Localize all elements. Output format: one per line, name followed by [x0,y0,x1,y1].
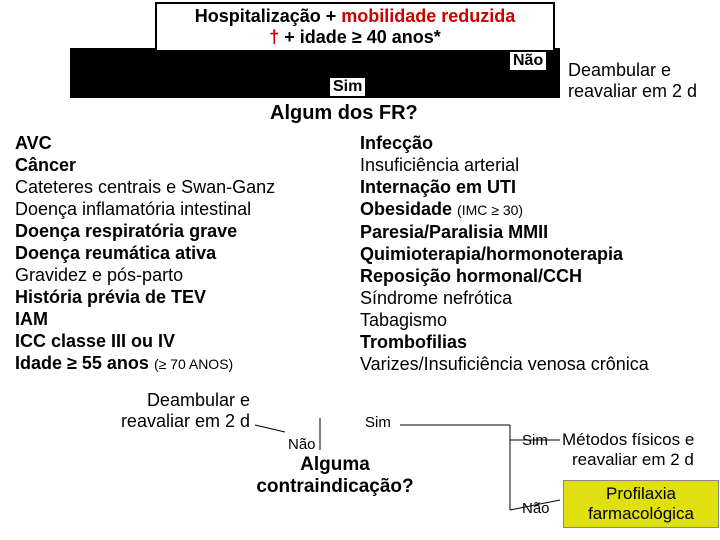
nao-label-right: Não [522,500,550,517]
profilaxia-box: Profilaxia farmacológica [563,480,719,528]
profilaxia-l1: Profilaxia [566,484,716,504]
contraind-l1: Alguma [245,454,425,476]
hdr-black3: 0 anos* [377,27,441,47]
hdr-black2: + idade [279,27,352,47]
sim-label-top: Sim [330,78,365,96]
metodos-l1: Métodos físicos e [562,430,720,450]
sim-label-mid: Sim [365,414,391,431]
black-block [70,48,560,98]
header-line-1: Hospitalização + mobilidade reduzida [163,6,547,27]
hdr-black1: Hospitalização + [195,6,342,26]
contraind-l2: contraindicação? [245,476,425,498]
hdr-symbol: ≥ 4 [352,27,377,47]
metodos-l2: reavaliar em 2 d [562,450,720,470]
header-line-2: † + idade ≥ 40 anos* [163,27,547,48]
header-box: Hospitalização + mobilidade reduzida † +… [155,2,555,52]
profilaxia-l2: farmacológica [566,504,716,524]
nao-label-top: Não [510,52,546,70]
contraind-heading: Alguma contraindicação? [245,454,425,498]
metodos-text: Métodos físicos e reavaliar em 2 d [562,430,720,470]
hdr-red2: † [269,27,279,47]
sim-label-right: Sim [522,432,548,449]
nao-label-mid: Não [288,436,316,453]
hdr-red1: mobilidade reduzida [341,6,515,26]
